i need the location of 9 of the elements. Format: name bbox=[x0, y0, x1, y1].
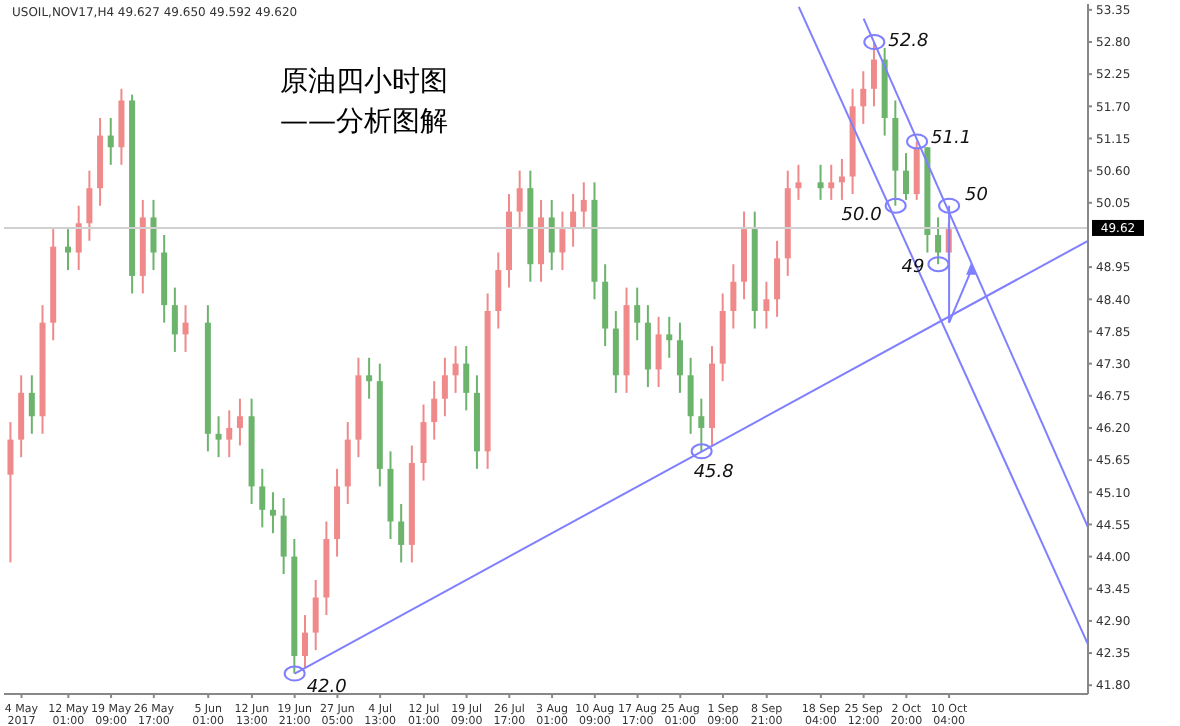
annotation: 49 bbox=[901, 258, 925, 279]
annotation: 42.0 bbox=[306, 677, 348, 698]
annotation: 50.0 bbox=[841, 205, 883, 226]
text: 原油四小时图 bbox=[280, 64, 448, 100]
text: ——分析图解 bbox=[280, 104, 448, 140]
annotation: 45.8 bbox=[693, 463, 735, 484]
annotation: 50 bbox=[965, 185, 989, 206]
annotation: 52.8 bbox=[888, 32, 929, 53]
annotation: 51.1 bbox=[931, 129, 972, 150]
